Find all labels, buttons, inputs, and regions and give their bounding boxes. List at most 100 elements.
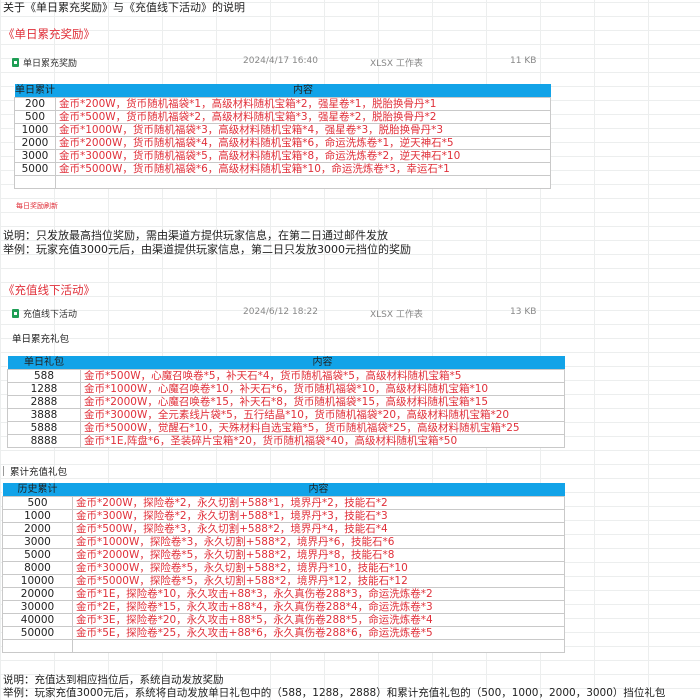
reward-cell: 金币*300W，探险卷*2，永久切割+588*1，境界丹*3，技能石*3 xyxy=(72,509,565,523)
reward-cell: 金币*500W，心魔召唤卷*5，补天石*4，货币随机福袋*5，高级材料随机宝箱*… xyxy=(80,369,565,383)
table-row: 2000 金币*2000W，货币随机福袋*4，高级材料随机宝箱*6，命运洗炼卷*1… xyxy=(14,136,551,150)
reward-cell: 金币*2E，探险卷*15，永久攻击+88*4，永久真伤卷288*4，命运洗炼卷*… xyxy=(72,600,565,614)
table-header-row: 历史累计 内容 xyxy=(2,483,565,497)
reward-cell: 金币*200W，货币随机福袋*1，高级材料随机宝箱*2，强星卷*1，脱胎换骨丹*… xyxy=(55,97,551,111)
table-row: 8888 金币*1E,阵盘*6，圣装碎片宝箱*20，货币随机福袋*40，高级材料随… xyxy=(7,434,565,448)
file-row-offline[interactable]: 充值线下活动 2024/6/12 18:22 XLSX 工作表 13 KB xyxy=(12,307,552,320)
table-row: 2000 金币*500W，探险卷*3，永久切割+588*2，境界丹*4，技能石*4 xyxy=(2,522,565,536)
tier-cell: 5000 xyxy=(2,548,73,562)
file-type: XLSX 工作表 xyxy=(370,59,423,69)
tier-cell: 1000 xyxy=(14,123,56,137)
table-row: 3888 金币*3000W，全元素线片袋*5，五行结晶*10，货币随机福袋*20，… xyxy=(7,408,565,422)
file-size: 11 KB xyxy=(510,56,537,66)
file-date: 2024/4/17 16:40 xyxy=(243,56,318,66)
example-1: 举例：玩家充值3000元后，由渠道提供玩家信息，第二日只发放3000元挡位的奖励 xyxy=(3,243,411,256)
page-title: 关于《单日累充奖励》与《充值线下活动》的说明 xyxy=(3,1,245,14)
tier-cell: 50000 xyxy=(2,626,73,640)
tier-cell: 20000 xyxy=(2,587,73,601)
reward-cell: 金币*2000W，货币随机福袋*4，高级材料随机宝箱*6，命运洗炼卷*1，逆天神… xyxy=(55,136,551,150)
empty-row xyxy=(14,175,551,189)
reward-cell: 金币*2000W，心魔召唤卷*15，补天石*8，货币随机福袋*15，高级材料随机… xyxy=(80,395,565,409)
tier-cell: 3888 xyxy=(7,408,81,422)
description-2: 说明：充值达到相应挡位后，系统自动发放奖励 xyxy=(3,674,224,686)
daily-refresh-note: 每日奖励刷新 xyxy=(16,202,58,210)
reward-cell: 金币*1E，探险卷*10，永久攻击+88*3，永久真伤卷288*3，命运洗炼卷*… xyxy=(72,587,565,601)
xlsx-file-icon xyxy=(12,309,19,318)
tier-cell: 3000 xyxy=(2,535,73,549)
reward-cell: 金币*500W，货币随机福袋*2，高级材料随机宝箱*3，强星卷*2，脱胎换骨丹*… xyxy=(55,110,551,124)
table-row: 10000 金币*5000W，探险卷*5，永久切割+588*2，境界丹*12，技能… xyxy=(2,574,565,588)
table-row: 5888 金币*5000W，觉醒石*10，天殊材料自选宝箱*5，货币随机福袋*25… xyxy=(7,421,565,435)
table-row: 588 金币*500W，心魔召唤卷*5，补天石*4，货币随机福袋*5，高级材料随机… xyxy=(7,369,565,383)
table-row: 2888 金币*2000W，心魔召唤卷*15，补天石*8，货币随机福袋*15，高级… xyxy=(7,395,565,409)
table-row: 40000 金币*3E，探险卷*20，永久攻击+88*5，永久真伤卷288*5，命… xyxy=(2,613,565,627)
table-row: 5000 金币*5000W，货币随机福袋*6，高级材料随机宝箱*10，命运洗炼卷*… xyxy=(14,162,551,176)
daily-pack-table: 单日礼包 内容 588 金币*500W，心魔召唤卷*5，补天石*4，货币随机福袋*5，… xyxy=(7,356,565,448)
description-1: 说明：只发放最高挡位奖励，需由渠道方提供玩家信息，在第二日通过邮件发放 xyxy=(3,229,388,242)
cumulative-pack-table: 历史累计 内容 500 金币*200W，探险卷*2，永久切割+588*1，境界丹*2，… xyxy=(2,483,565,653)
daily-reward-table: 单日累计 内容 200 金币*200W，货币随机福袋*1，高级材料随机宝箱*2，强星卷… xyxy=(14,84,551,189)
reward-cell: 金币*1000W，货币随机福袋*3，高级材料随机宝箱*4，强星卷*3，脱胎换骨丹… xyxy=(55,123,551,137)
file-type: XLSX 工作表 xyxy=(370,310,423,320)
tier-cell: 5888 xyxy=(7,421,81,435)
reward-cell: 金币*3000W，全元素线片袋*5，五行结晶*10，货币随机福袋*20，高级材料… xyxy=(80,408,565,422)
tier-cell: 500 xyxy=(2,496,73,510)
tier-cell: 500 xyxy=(14,110,56,124)
table-row: 8000 金币*3000W，探险卷*5，永久切割+588*2，境界丹*10，技能石… xyxy=(2,561,565,575)
table-row: 3000 金币*3000W，货币随机福袋*5，高级材料随机宝箱*8，命运洗炼卷*2… xyxy=(14,149,551,163)
reward-cell: 金币*1000W，心魔召唤卷*10，补天石*6，货币随机福袋*10，高级材料随机… xyxy=(80,382,565,396)
table-row: 50000 金币*5E，探险卷*25，永久攻击+88*6，永久真伤卷288*6，命… xyxy=(2,626,565,640)
tier-cell: 1288 xyxy=(7,382,81,396)
empty-cell xyxy=(55,175,551,189)
table-row: 30000 金币*2E，探险卷*15，永久攻击+88*4，永久真伤卷288*4，命… xyxy=(2,600,565,614)
tier-cell: 2000 xyxy=(14,136,56,150)
tier-cell: 588 xyxy=(7,369,81,383)
reward-cell: 金币*5000W，货币随机福袋*6，高级材料随机宝箱*10，命运洗炼卷*3，幸运… xyxy=(55,162,551,176)
tier-cell: 40000 xyxy=(2,613,73,627)
reward-cell: 金币*3000W，货币随机福袋*5，高级材料随机宝箱*8，命运洗炼卷*2，逆天神… xyxy=(55,149,551,163)
empty-cell xyxy=(2,639,73,653)
tier-cell: 5000 xyxy=(14,162,56,176)
xlsx-file-icon xyxy=(12,58,19,67)
empty-cell xyxy=(14,175,56,189)
reward-cell: 金币*1E,阵盘*6，圣装碎片宝箱*20，货币随机福袋*40，高级材料随机宝箱*… xyxy=(80,434,565,448)
tier-cell: 2000 xyxy=(2,522,73,536)
divider xyxy=(3,466,4,476)
column-header: 单日累计 xyxy=(14,84,56,98)
reward-cell: 金币*500W，探险卷*3，永久切割+588*2，境界丹*4，技能石*4 xyxy=(72,522,565,536)
table-row: 1000 金币*300W，探险卷*2，永久切割+588*1，境界丹*3，技能石*3 xyxy=(2,509,565,523)
table-row: 200 金币*200W，货币随机福袋*1，高级材料随机宝箱*2，强星卷*1，脱胎换… xyxy=(14,97,551,111)
table-row: 1000 金币*1000W，货币随机福袋*3，高级材料随机宝箱*4，强星卷*3，脱… xyxy=(14,123,551,137)
section-heading-daily: 《单日累充奖励》 xyxy=(3,27,95,41)
column-header: 内容 xyxy=(72,483,565,497)
reward-cell: 金币*5000W，探险卷*5，永久切割+588*2，境界丹*12，技能石*12 xyxy=(72,574,565,588)
table-header-row: 单日累计 内容 xyxy=(14,84,551,98)
reward-cell: 金币*5E，探险卷*25，永久攻击+88*6，永久真伤卷288*6，命运洗炼卷*… xyxy=(72,626,565,640)
tier-cell: 8000 xyxy=(2,561,73,575)
tier-cell: 8888 xyxy=(7,434,81,448)
tier-cell: 10000 xyxy=(2,574,73,588)
table-header-row: 单日礼包 内容 xyxy=(7,356,565,370)
example-2: 举例：玩家充值3000元后，系统将自动发放单日礼包中的（588，1288，288… xyxy=(3,687,666,699)
column-header: 历史累计 xyxy=(2,483,73,497)
section-heading-offline: 《充值线下活动》 xyxy=(3,283,95,297)
table-row: 3000 金币*1000W，探险卷*3，永久切割+588*2，境界丹*6，技能石*… xyxy=(2,535,565,549)
reward-cell: 金币*1000W，探险卷*3，永久切割+588*2，境界丹*6，技能石*6 xyxy=(72,535,565,549)
table-row: 1288 金币*1000W，心魔召唤卷*10，补天石*6，货币随机福袋*10，高级… xyxy=(7,382,565,396)
tier-cell: 3000 xyxy=(14,149,56,163)
file-row-daily[interactable]: 单日累充奖励 2024/4/17 16:40 XLSX 工作表 11 KB xyxy=(12,56,552,69)
tier-cell: 1000 xyxy=(2,509,73,523)
column-header: 内容 xyxy=(55,84,551,98)
file-name: 单日累充奖励 xyxy=(23,59,78,69)
reward-cell: 金币*5000W，觉醒石*10，天殊材料自选宝箱*5，货币随机福袋*25，高级材… xyxy=(80,421,565,435)
table-row: 5000 金币*2000W，探险卷*5，永久切割+588*2，境界丹*8，技能石*… xyxy=(2,548,565,562)
file-size: 13 KB xyxy=(510,307,537,317)
tier-cell: 200 xyxy=(14,97,56,111)
reward-cell: 金币*200W，探险卷*2，永久切割+588*1，境界丹*2，技能石*2 xyxy=(72,496,565,510)
subheading-daily-pack: 单日累充礼包 xyxy=(12,334,70,345)
column-header: 内容 xyxy=(80,356,565,370)
reward-cell: 金币*3000W，探险卷*5，永久切割+588*2，境界丹*10，技能石*10 xyxy=(72,561,565,575)
subheading-cumulative-pack: 累计充值礼包 xyxy=(3,464,67,478)
tier-cell: 2888 xyxy=(7,395,81,409)
file-name: 充值线下活动 xyxy=(23,310,78,320)
